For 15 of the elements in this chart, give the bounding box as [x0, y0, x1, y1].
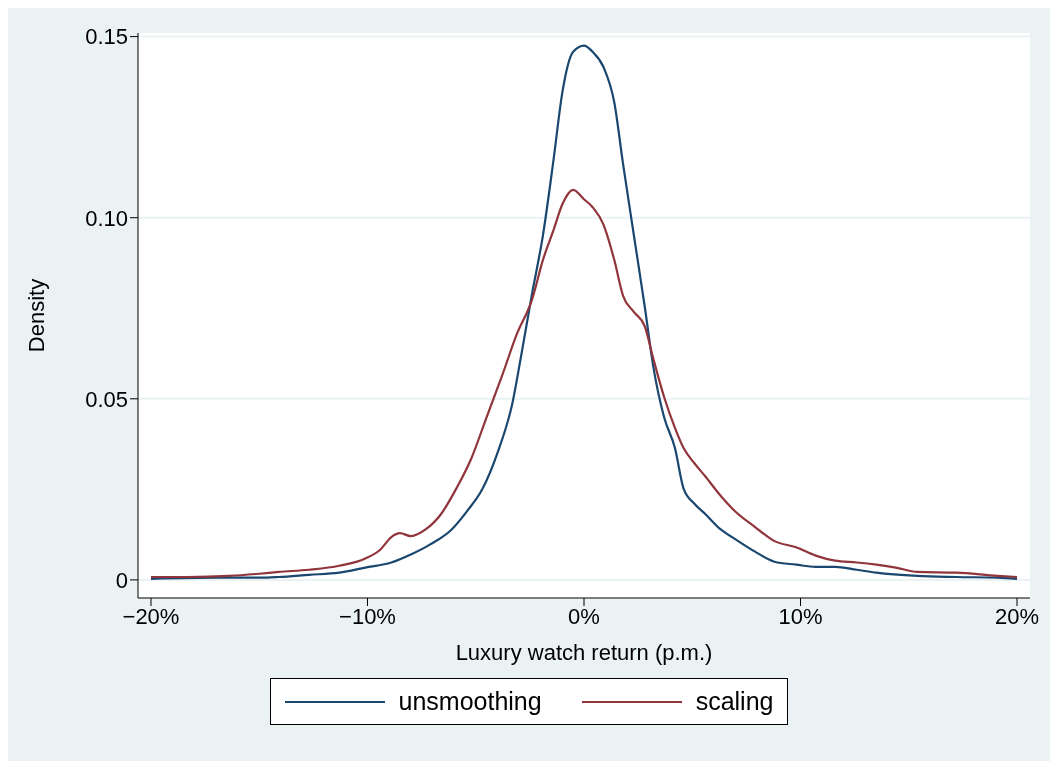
line-series [149, 44, 1019, 580]
x-tick-label: 20% [994, 603, 1040, 629]
y-tick-label: 0.05 [85, 386, 128, 412]
y-tick-label: 0.15 [85, 24, 128, 50]
x-tick-label: 10% [778, 603, 823, 629]
x-tick-label: −20% [122, 603, 180, 629]
x-axis-title: Luxury watch return (p.m.) [455, 640, 713, 665]
x-tick-label: 0% [568, 603, 600, 629]
line-series [149, 188, 1019, 579]
x-tick-label: −10% [339, 603, 396, 629]
legend-label: unsmoothing [398, 687, 542, 716]
y-tick-label: 0.10 [85, 205, 128, 231]
y-tick-label: 0 [115, 567, 128, 593]
legend-label: scaling [695, 687, 774, 716]
y-axis-title: Density [23, 278, 49, 353]
